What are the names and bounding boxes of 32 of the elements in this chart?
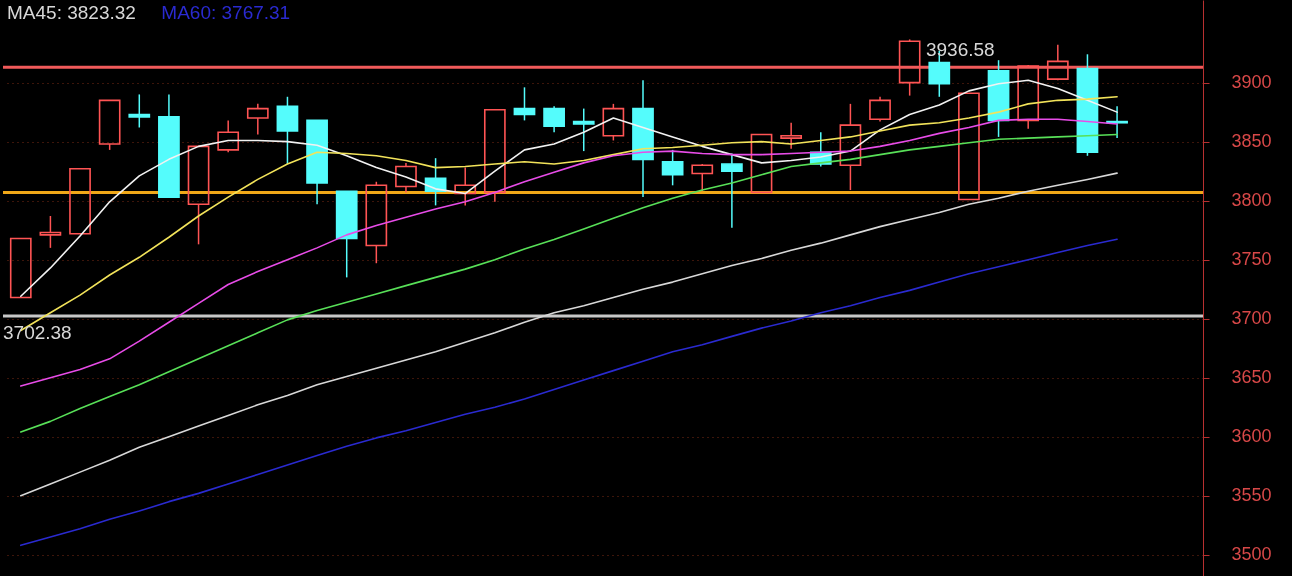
candlestick	[9, 237, 32, 299]
y-tick-label: 3900	[1231, 72, 1272, 93]
candlestick	[306, 119, 328, 205]
candlestick	[395, 162, 417, 194]
candlestick	[187, 145, 210, 246]
candlestick	[958, 92, 980, 201]
y-tick-label: 3650	[1231, 367, 1272, 388]
candlestick	[750, 133, 773, 194]
candlestick	[158, 93, 180, 198]
candlestick	[335, 190, 358, 279]
candlestick	[454, 166, 477, 207]
y-tick-label: 3500	[1231, 544, 1272, 565]
text: MA60: 3767.31	[161, 2, 291, 23]
candlestick	[69, 167, 91, 235]
annotation: 3702.38	[3, 321, 72, 343]
text: MA45: 3823.32	[7, 2, 136, 23]
candlestick	[721, 152, 743, 229]
y-tick-label: 3600	[1231, 426, 1272, 447]
y-tick-label: 3850	[1231, 131, 1272, 152]
candlestick	[632, 79, 654, 198]
y-tick-label: 3750	[1231, 249, 1272, 270]
y-tick-label: 3550	[1231, 485, 1272, 506]
y-tick-label: 3800	[1231, 190, 1272, 211]
candlestick	[483, 108, 506, 203]
candlestick	[543, 105, 565, 133]
y-tick-label: 3700	[1231, 308, 1272, 329]
candlestick	[246, 103, 269, 136]
annotation: 3936.58	[925, 39, 995, 61]
candlestick	[780, 122, 803, 150]
candlestick	[839, 103, 862, 191]
line-series	[19, 79, 1118, 298]
candlestick	[869, 96, 891, 123]
